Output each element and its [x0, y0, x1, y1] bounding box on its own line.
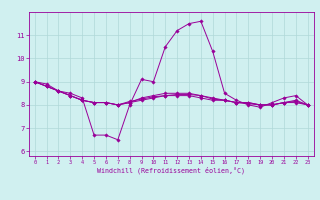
X-axis label: Windchill (Refroidissement éolien,°C): Windchill (Refroidissement éolien,°C) — [97, 167, 245, 174]
